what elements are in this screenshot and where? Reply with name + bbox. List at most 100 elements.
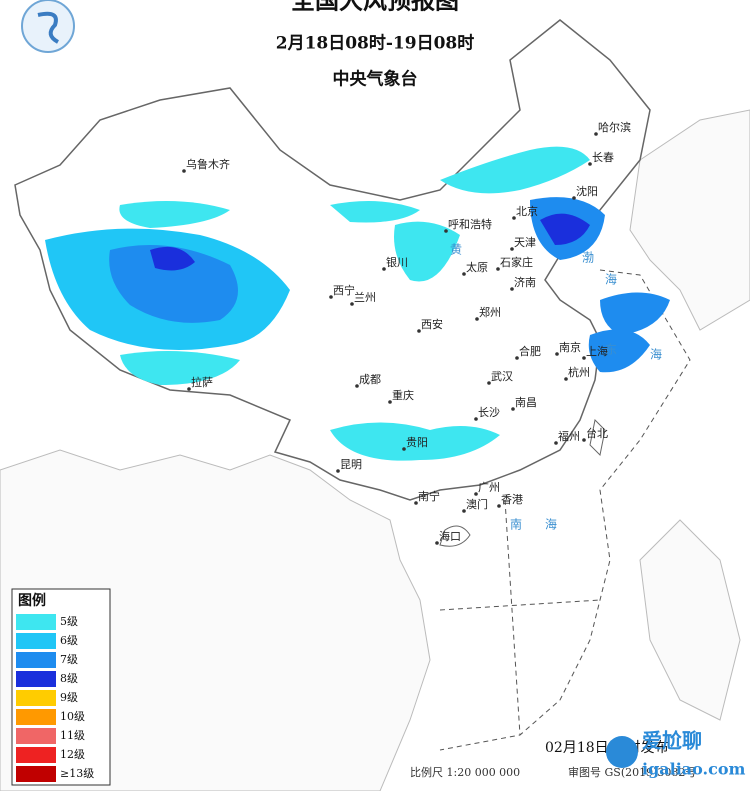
city-label: 拉萨	[191, 375, 213, 389]
maritime-boundary	[439, 269, 691, 751]
taiwan-island	[589, 418, 606, 457]
city-dot	[444, 229, 448, 233]
city-dot	[355, 384, 359, 388]
city-label: 乌鲁木齐	[186, 157, 230, 171]
scale: 比例尺 1:20 000 000	[410, 765, 520, 779]
wind-area-8	[540, 213, 590, 245]
wind-area-7	[109, 245, 238, 323]
city-label: 长沙	[478, 406, 500, 419]
city-label: 太原	[466, 261, 488, 274]
legend-label: 11级	[60, 729, 85, 742]
city-label: 兰州	[354, 291, 376, 304]
legend-label: 7级	[60, 653, 78, 666]
legend-label: 8级	[60, 672, 78, 685]
legend-swatch	[16, 728, 56, 744]
city-dot	[462, 509, 466, 513]
wind-area-5	[330, 201, 420, 223]
city-dot	[510, 247, 514, 251]
city-label: 香港	[501, 493, 523, 506]
legend-label: 12级	[60, 748, 85, 761]
city-label: 呼和浩特	[448, 217, 492, 231]
city-label: 济南	[514, 275, 536, 289]
legend-label: ≥13级	[60, 767, 94, 780]
legend-label: 5级	[60, 615, 78, 628]
city-label: 北京	[516, 204, 538, 218]
legend-title: 图例	[18, 592, 46, 609]
map-title: 全国大风预报图	[290, 0, 459, 15]
sea-label: 南	[510, 517, 522, 532]
map-number: 审图号 GS(2019)3082号	[568, 765, 696, 779]
city-label: 贵阳	[406, 436, 428, 449]
city-dot	[329, 295, 333, 299]
city-label: 杭州	[568, 365, 590, 379]
city-dot	[572, 196, 576, 200]
legend-items: 5级 6级 7级 8级 9级 10级 11级 12级 ≥13级	[16, 614, 94, 782]
legend-swatch	[16, 652, 56, 668]
city-dot	[487, 381, 491, 385]
date-range: 2月18日08时-19日08时	[276, 34, 475, 54]
city-label: 南宁	[418, 489, 440, 503]
city-label: 西安	[421, 317, 443, 331]
legend-swatch	[16, 671, 56, 687]
city-dot	[564, 377, 568, 381]
city-label: 澳门	[466, 497, 488, 511]
city-label: 西宁	[333, 283, 355, 297]
city-label: 福州	[558, 429, 580, 443]
sea-label: 黄	[450, 243, 462, 257]
city-label: 合肥	[519, 344, 541, 358]
sea-label: 东	[605, 343, 617, 357]
legend-swatch	[16, 747, 56, 763]
city-dot	[582, 438, 586, 442]
city-dot	[555, 352, 559, 356]
city-dot	[388, 400, 392, 404]
hainan-island	[439, 525, 471, 547]
wind-area-5	[120, 351, 240, 385]
city-dot	[512, 216, 516, 220]
city-dot	[588, 162, 592, 166]
sea-label: 海	[650, 347, 662, 362]
watermark-url: igaliao.com	[642, 760, 746, 779]
city-dot	[496, 267, 500, 271]
city-dot	[511, 407, 515, 411]
city-dot	[414, 501, 418, 505]
city-dot	[474, 492, 478, 496]
wind-area-5	[394, 221, 460, 282]
logo-mark	[37, 11, 60, 44]
city-dot	[382, 267, 386, 271]
city-label: 沈阳	[576, 184, 598, 198]
legend-label: 6级	[60, 634, 78, 647]
city-label: 成都	[359, 373, 381, 386]
city-label: 南昌	[515, 396, 537, 409]
city-dot	[594, 132, 598, 136]
city-dot	[462, 272, 466, 276]
city-label: 昆明	[340, 458, 362, 471]
city-label: 武汉	[491, 370, 513, 383]
city-label: 天津	[514, 236, 536, 249]
sea-label: 海	[545, 517, 557, 532]
city-dot	[515, 356, 519, 360]
watermark-icon	[606, 736, 638, 768]
sea-label: 渤	[582, 251, 594, 265]
sea-area-line	[439, 499, 601, 736]
city-dot	[402, 447, 406, 451]
city-dot	[474, 417, 478, 421]
city-label: 银川	[386, 255, 408, 269]
city-label: 石家庄	[500, 255, 533, 269]
wind-area-5	[330, 422, 500, 461]
city-label: 南京	[559, 340, 581, 354]
neighbouring-land	[629, 109, 750, 331]
sea-label: 海	[605, 272, 617, 287]
wind-area-5	[440, 146, 590, 194]
city-label: 台北	[586, 426, 608, 440]
legend-swatch	[16, 766, 56, 782]
legend-swatch	[16, 690, 56, 706]
neighbouring-land	[639, 519, 741, 721]
seas: 渤海黄东 海南海	[450, 243, 662, 532]
city-label: 郑州	[479, 305, 501, 319]
city-dot	[187, 387, 191, 391]
city-dot	[554, 441, 558, 445]
city-label: 海口	[439, 529, 461, 543]
city-dot	[417, 329, 421, 333]
logo	[21, 0, 75, 53]
